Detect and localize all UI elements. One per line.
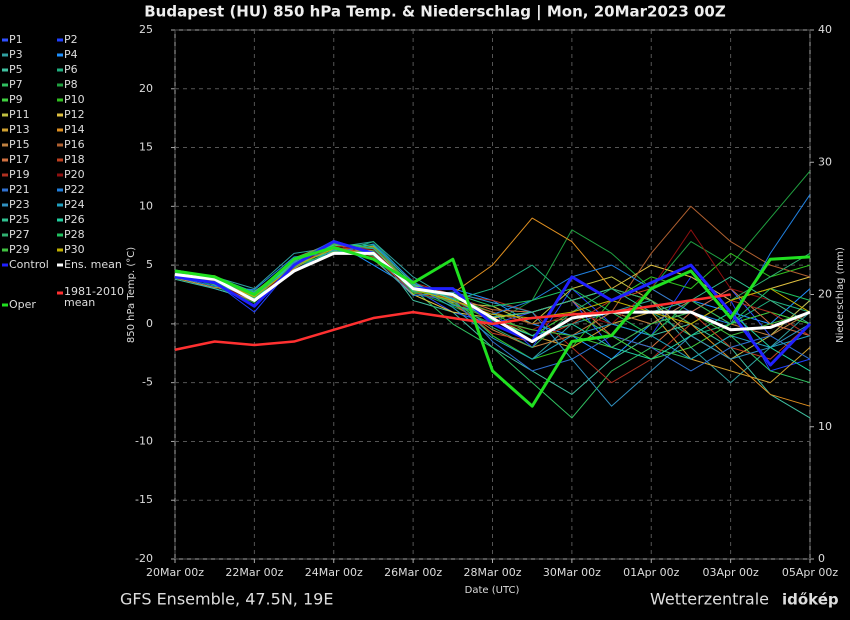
legend-label: P26 [64, 213, 85, 226]
legend-label: P14 [64, 123, 85, 136]
x-axis-label: Date (UTC) [465, 585, 520, 596]
legend-label: P6 [64, 63, 78, 76]
legend-label: P30 [64, 243, 85, 256]
legend-label: P7 [9, 78, 23, 91]
legend-label: P16 [64, 138, 85, 151]
legend-label: P29 [9, 243, 30, 256]
y-tick-label: 20 [139, 82, 153, 95]
y2-axis-label: Niederschlag (mm) [835, 247, 846, 343]
legend-label: P22 [64, 183, 85, 196]
legend-label: P12 [64, 108, 85, 121]
brand-label: Wetterzentrale [650, 590, 769, 609]
y-tick-label: 25 [139, 23, 153, 36]
legend-label: P13 [9, 123, 30, 136]
chart-title: Budapest (HU) 850 hPa Temp. & Niederschl… [144, 3, 726, 22]
legend-label: P15 [9, 138, 30, 151]
legend-label: P10 [64, 93, 85, 106]
x-tick-label: 05Apr 00z [782, 566, 839, 579]
x-tick-label: 28Mar 00z [463, 566, 521, 579]
legend-label: P19 [9, 168, 30, 181]
y2-tick-label: 40 [818, 23, 832, 36]
legend-label: P2 [64, 33, 78, 46]
y2-tick-label: 10 [818, 420, 832, 433]
x-tick-label: 03Apr 00z [702, 566, 759, 579]
legend-label: P24 [64, 198, 85, 211]
y2-tick-label: 0 [818, 552, 825, 565]
legend-label-box: 1981-2010 mean [64, 286, 124, 309]
series-line [174, 244, 811, 372]
legend-label: P3 [9, 48, 23, 61]
legend-label: P23 [9, 198, 30, 211]
legend-label: Control [9, 258, 49, 271]
y-tick-label: -20 [135, 552, 153, 565]
legend-label: P18 [64, 153, 85, 166]
series-line [174, 245, 811, 408]
x-tick-label: 26Mar 00z [384, 566, 442, 579]
y2-tick-label: 30 [818, 155, 832, 168]
legend-label: P17 [9, 153, 30, 166]
series-line [174, 248, 811, 325]
y-tick-label: -15 [135, 493, 153, 506]
y-tick-label: 0 [146, 317, 153, 330]
x-tick-label: 24Mar 00z [305, 566, 363, 579]
series-line [174, 293, 731, 351]
y-tick-label: 10 [139, 199, 153, 212]
legend-label: P5 [9, 63, 23, 76]
y-tick-label: 5 [146, 258, 153, 271]
source-label: GFS Ensemble, 47.5N, 19E [120, 590, 333, 609]
legend-label: P4 [64, 48, 78, 61]
legend-label: P20 [64, 168, 85, 181]
x-tick-label: 01Apr 00z [623, 566, 680, 579]
legend-label: Ens. mean [64, 258, 122, 271]
legend-label: P9 [9, 93, 23, 106]
y-tick-label: 15 [139, 141, 153, 154]
y-axis-label: 850 hPa Temp. (°C) [126, 247, 137, 343]
legend-label: P8 [64, 78, 78, 91]
logo-label: időkép [782, 591, 839, 609]
legend-label: 1981-2010 mean [64, 286, 124, 309]
y2-tick-label: 20 [818, 288, 832, 301]
y-tick-label: -10 [135, 434, 153, 447]
legend-label: P11 [9, 108, 30, 121]
legend-label: P27 [9, 228, 30, 241]
legend-label: P25 [9, 213, 30, 226]
series-line [174, 251, 811, 344]
legend-label: P21 [9, 183, 30, 196]
x-tick-label: 30Mar 00z [543, 566, 601, 579]
x-tick-label: 20Mar 00z [146, 566, 204, 579]
legend-label: Oper [9, 298, 36, 311]
y-tick-label: -5 [142, 376, 153, 389]
x-tick-label: 22Mar 00z [225, 566, 283, 579]
legend-label: P28 [64, 228, 85, 241]
legend-label: P1 [9, 33, 23, 46]
